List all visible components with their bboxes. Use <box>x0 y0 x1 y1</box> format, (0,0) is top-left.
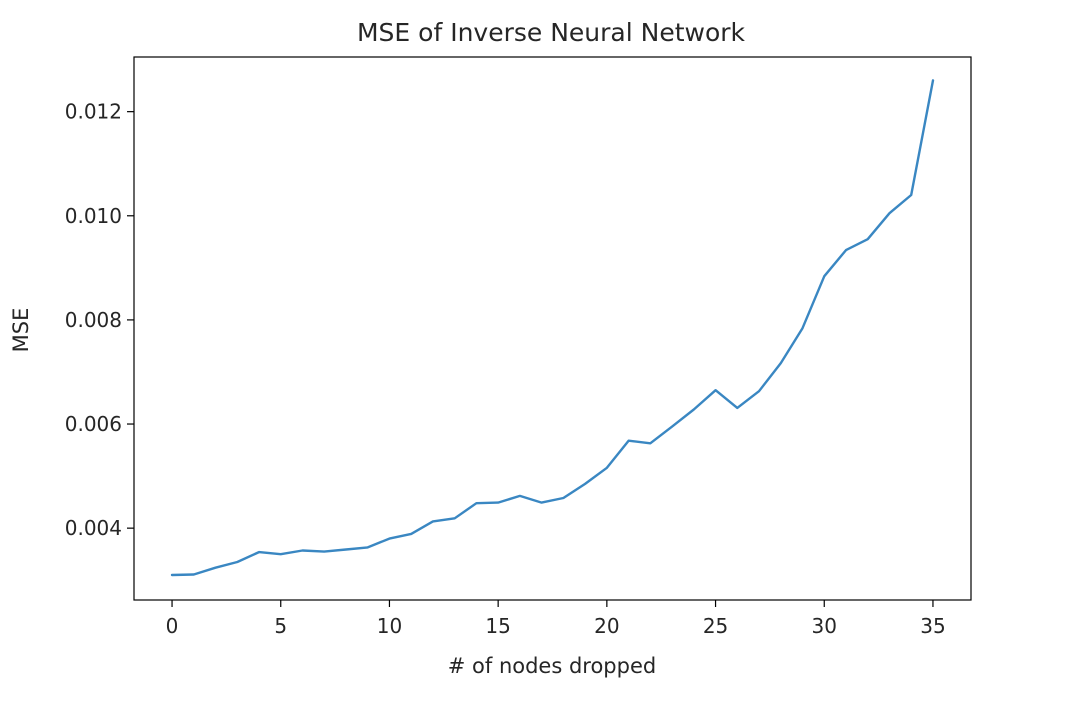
x-tick-label: 35 <box>920 614 945 638</box>
x-axis: 0 5 10 15 20 25 30 35 <box>166 600 946 638</box>
plot-frame <box>133 56 972 601</box>
x-tick-label: 0 <box>166 614 179 638</box>
y-axis: 0.004 0.006 0.008 0.010 0.012 <box>65 100 134 540</box>
x-tick-label: 30 <box>812 614 837 638</box>
plot-area <box>170 79 935 577</box>
x-tick-label: 5 <box>274 614 287 638</box>
y-tick-label: 0.004 <box>65 516 122 540</box>
x-tick-label: 15 <box>485 614 510 638</box>
y-tick-label: 0.012 <box>65 100 122 124</box>
x-tick-label: 10 <box>377 614 402 638</box>
y-tick-label: 0.008 <box>65 308 122 332</box>
chart-title: MSE of Inverse Neural Network <box>357 18 746 47</box>
y-axis-label: MSE <box>9 308 33 353</box>
y-tick-label: 0.006 <box>65 412 122 436</box>
series-line <box>170 79 935 577</box>
y-tick-label: 0.010 <box>65 204 122 228</box>
x-axis-label: # of nodes dropped <box>448 654 656 678</box>
x-tick-label: 25 <box>703 614 728 638</box>
x-tick-label: 20 <box>594 614 619 638</box>
